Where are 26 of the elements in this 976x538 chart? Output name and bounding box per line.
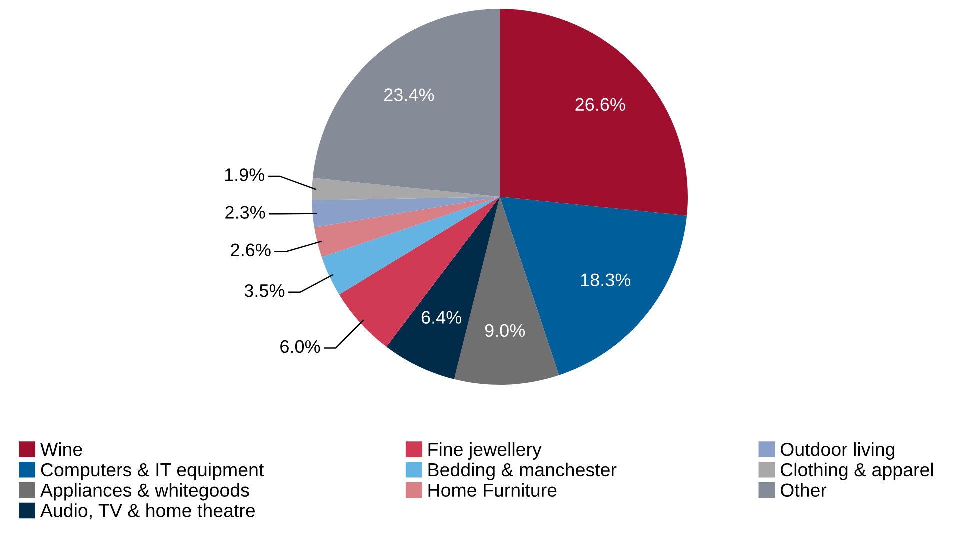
pie-slice (314, 197, 500, 258)
data-label: 2.3% (226, 206, 266, 219)
legend-label: Wine (40, 442, 82, 456)
pie-slice (312, 9, 500, 197)
legend-label: Computers & IT equipment (41, 462, 264, 480)
data-label: 26.6% (576, 98, 626, 112)
legend-label: Outdoor living (780, 442, 895, 460)
data-label: 1.9% (225, 168, 265, 182)
legend-label: Bedding & manchester (428, 462, 617, 480)
data-label: 9.0% (485, 324, 526, 338)
data-label: 2.6% (231, 244, 271, 257)
pie-slice (312, 197, 500, 228)
legend-label: Appliances & whitegoods (40, 483, 250, 501)
data-label: 23.4% (384, 88, 434, 102)
legend-label: Audio, TV & home theatre (40, 504, 256, 520)
pie-slice (322, 197, 500, 295)
data-label: 6.4% (422, 311, 462, 324)
pie-slice (312, 178, 500, 201)
data-label: 3.5% (244, 284, 285, 298)
data-label: 18.3% (581, 274, 631, 286)
legend-label: Home Furniture (428, 483, 557, 498)
legend-label: Clothing & apparel (781, 462, 934, 480)
pie-slice (500, 9, 688, 216)
data-label: 6.0% (280, 340, 320, 354)
legend-label: Other (780, 483, 827, 498)
legend-label: Fine jewellery (428, 442, 542, 460)
